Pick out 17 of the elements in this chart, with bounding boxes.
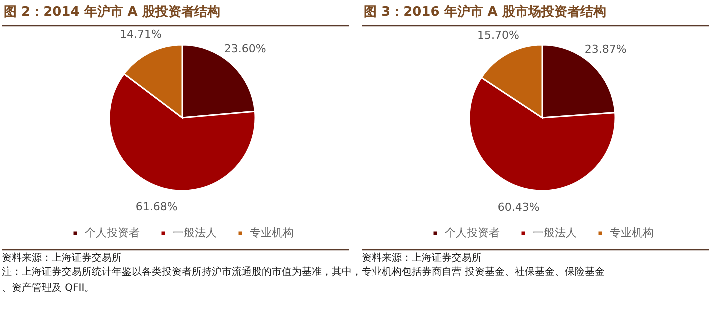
legend-label: 专业机构 (250, 226, 294, 240)
legend-label: 个人投资者 (445, 226, 500, 240)
legend-label: 专业机构 (610, 226, 654, 240)
legend-label: 一般法人 (533, 226, 577, 240)
data-label: 60.43% (498, 200, 540, 214)
data-label: 14.71% (120, 28, 162, 41)
text: 资料来源：上海证券交易所 (2, 252, 122, 264)
legend-label: 一般法人 (173, 226, 217, 240)
data-label: 23.87% (584, 42, 627, 56)
data-label: 15.70% (477, 29, 520, 42)
chart-title: 图 3：2016 年沪市 A 股市场投资者结构 (364, 4, 606, 20)
chart-title: 图 2：2014 年沪市 A 股投资者结构 (4, 4, 220, 20)
data-label: 61.68% (136, 200, 178, 214)
text: 注：上海证券交易所统计年鉴以各类投资者所持沪市流通股的市值为基准，其中，专业机构包括券商自营 投资基金、社保基金、保险基金、资产管理及 QFII。 (2, 266, 606, 294)
text: 资料来源：上海证券交易所 (362, 252, 482, 264)
data-label: 23.60% (224, 42, 266, 56)
legend-label: 个人投资者 (85, 226, 140, 240)
